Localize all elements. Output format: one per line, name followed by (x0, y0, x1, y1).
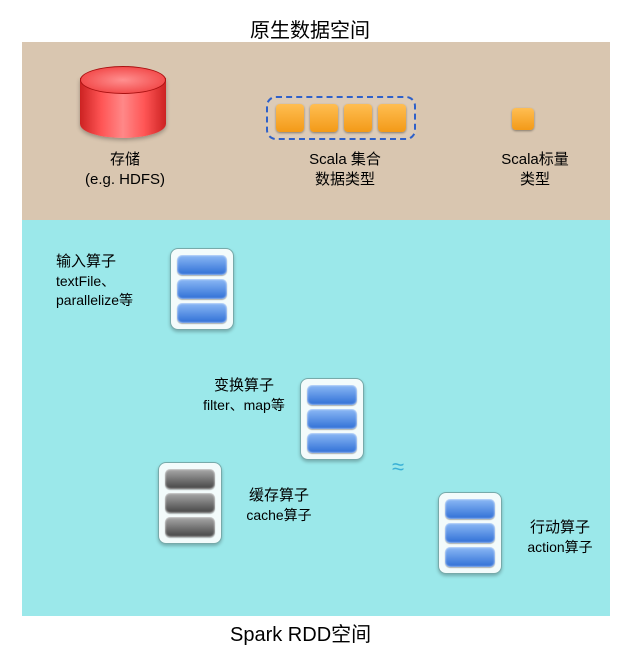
transform-op-line1: 变换算子 (214, 377, 274, 394)
action-operator-label: 行动算子 action算子 (510, 518, 610, 557)
rdd-partition (177, 303, 227, 323)
scala-collection-line1: Scala 集合 (309, 151, 381, 168)
rdd-partition (307, 409, 357, 429)
transform-op-line2: filter、map等 (203, 397, 285, 413)
input-op-line2: textFile、 (56, 273, 115, 289)
rdd-partition (445, 499, 495, 519)
cube-icon (276, 104, 304, 132)
transform-rdd-stack (300, 378, 364, 460)
scala-collection-line2: 数据类型 (315, 171, 375, 188)
approx-symbol: ≈ (392, 454, 404, 480)
rdd-partition (445, 547, 495, 567)
input-op-line1: 输入算子 (56, 253, 116, 270)
top-title: 原生数据空间 (250, 14, 370, 43)
bottom-title: Spark RDD空间 (230, 618, 371, 645)
rdd-partition (445, 523, 495, 543)
cache-operator-label: 缓存算子 cache算子 (234, 486, 324, 525)
rdd-partition (307, 385, 357, 405)
cache-op-line1: 缓存算子 (249, 487, 309, 504)
scala-collection-label: Scala 集合 数据类型 (280, 150, 410, 189)
transform-operator-label: 变换算子 filter、map等 (194, 376, 294, 415)
cube-icon (378, 104, 406, 132)
action-rdd-stack (438, 492, 502, 574)
rdd-partition (177, 255, 227, 275)
scala-scalar-cube (512, 108, 534, 130)
hdfs-label: 存储 (e.g. HDFS) (70, 150, 180, 189)
scala-collection-box (266, 96, 416, 140)
action-op-line2: action算子 (527, 539, 592, 555)
cube-icon (344, 104, 372, 132)
scala-scalar-line1: Scala标量 (501, 151, 569, 168)
rdd-partition (307, 433, 357, 453)
input-op-line3: parallelize等 (56, 292, 133, 308)
cache-rdd-stack (158, 462, 222, 544)
hdfs-label-line2: (e.g. HDFS) (85, 171, 165, 188)
action-op-line1: 行动算子 (530, 519, 590, 536)
rdd-partition-cached (165, 469, 215, 489)
rdd-partition-cached (165, 517, 215, 537)
input-rdd-stack (170, 248, 234, 330)
cube-icon (310, 104, 338, 132)
input-operator-label: 输入算子 textFile、 parallelize等 (56, 252, 166, 311)
hdfs-label-line1: 存储 (110, 151, 140, 168)
rdd-partition-cached (165, 493, 215, 513)
scala-scalar-label: Scala标量 类型 (480, 150, 590, 189)
scala-scalar-line2: 类型 (520, 171, 550, 188)
hdfs-storage-cylinder-top (80, 66, 166, 94)
cache-op-line2: cache算子 (246, 507, 311, 523)
rdd-partition (177, 279, 227, 299)
